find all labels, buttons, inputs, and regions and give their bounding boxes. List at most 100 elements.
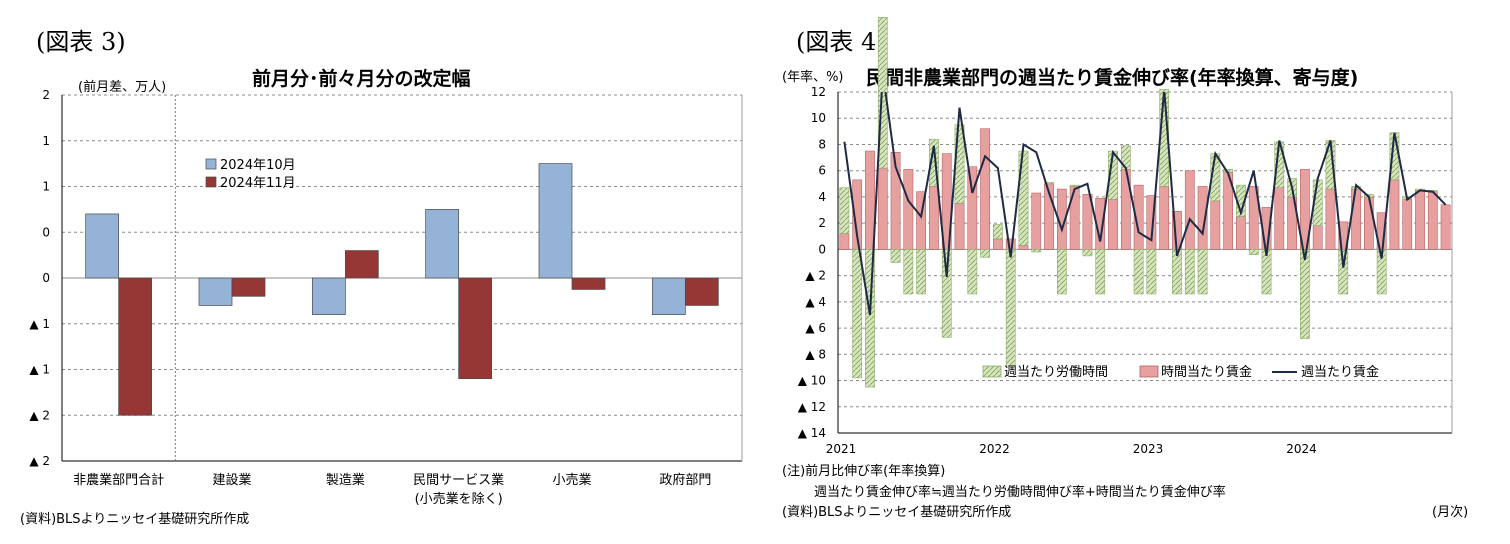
y-tick-label-4-10: ▲ 8 — [805, 347, 826, 361]
y-tick-label-3-8: ▲ 2 — [29, 454, 50, 468]
y-tick-label-4-13: ▲ 14 — [798, 426, 826, 440]
x-year-label-4-1: 2022 — [979, 442, 1010, 456]
x-year-label-4-2: 2023 — [1133, 442, 1164, 456]
y-tick-label-3-3: 0 — [42, 225, 50, 239]
bar-4-wage-45 — [1415, 190, 1425, 250]
bar-4-wage-38 — [1325, 188, 1336, 250]
figure3-label: (図表 3) — [36, 28, 126, 56]
bar-4-hours-10 — [967, 249, 978, 295]
bar-4-wage-7 — [929, 186, 939, 250]
bar-4-hours-7 — [929, 138, 939, 187]
legend-swatch-3-1 — [205, 176, 217, 188]
bar-3-s1-c3 — [458, 277, 493, 380]
bar-4-wage-27 — [1184, 170, 1195, 250]
legend-label-4-0: 週当たり労働時間 — [1004, 365, 1108, 380]
y-tick-label-4-6: 0 — [818, 242, 826, 256]
bar-3-s0-c3 — [425, 209, 460, 279]
y-tick-label-4-7: ▲ 2 — [805, 269, 826, 283]
bar-4-wage-37 — [1312, 225, 1323, 250]
bar-4-hours-32 — [1248, 249, 1259, 255]
bar-3-s1-c4 — [571, 277, 606, 290]
x-category-label-3-2: 製造業 — [326, 472, 365, 488]
bar-4-wage-10 — [967, 166, 978, 250]
bar-4-hours-22 — [1120, 145, 1131, 170]
y-tick-label-4-11: ▲ 10 — [798, 374, 826, 388]
bar-4-wage-9 — [954, 203, 965, 250]
bar-4-hours-4 — [890, 249, 901, 263]
bar-4-wage-5 — [903, 169, 914, 250]
x-category-label-3-3: 民間サービス業 — [413, 472, 504, 488]
bar-4-hours-39 — [1338, 249, 1349, 295]
legend-label-3-1: 2024年11月 — [220, 176, 296, 191]
x-category-sublabel-3-3: (小売業を除く) — [415, 491, 503, 507]
y-tick-label-4-1: 10 — [811, 111, 826, 125]
y-tick-label-4-8: ▲ 4 — [805, 295, 826, 309]
legend-swatch-4-1 — [1139, 365, 1159, 378]
bar-4-hours-33 — [1261, 249, 1272, 295]
bar-4-hours-17 — [1056, 249, 1067, 295]
bar-3-s1-c2 — [344, 250, 379, 279]
bar-4-wage-44 — [1402, 199, 1413, 250]
bar-3-s0-c4 — [538, 163, 573, 279]
bar-4-hours-1 — [852, 249, 863, 379]
bar-4-hours-24 — [1146, 249, 1157, 295]
bar-4-wage-3 — [877, 167, 888, 250]
figure3-title: 前月分･前々月分の改定幅 — [252, 68, 471, 90]
figure4-source: (資料)BLSよりニッセイ基礎研究所作成 — [782, 505, 1012, 520]
y-tick-label-3-1: 1 — [42, 134, 50, 148]
bar-4-hours-23 — [1133, 249, 1144, 295]
y-tick-label-3-5: ▲ 1 — [29, 317, 50, 331]
x-year-label-4-0: 2021 — [826, 442, 857, 456]
figure4-unit-label: (年率、%) — [782, 70, 844, 85]
bar-4-hours-8 — [941, 249, 952, 338]
bar-4-wage-14 — [1018, 245, 1029, 250]
bar-4-hours-6 — [916, 249, 927, 295]
x-category-label-3-0: 非農業部門合計 — [73, 472, 164, 488]
figure4-note-1: (注)前月比伸び率(年率換算) — [782, 464, 946, 479]
bar-4-wage-31 — [1236, 216, 1246, 250]
bar-3-s0-c0 — [85, 213, 120, 279]
bar-4-wage-47 — [1440, 204, 1451, 250]
bar-4-hours-36 — [1300, 249, 1310, 339]
bar-4-wage-29 — [1210, 200, 1221, 250]
bar-4-wage-15 — [1031, 192, 1042, 250]
bar-4-hours-9 — [954, 124, 965, 204]
bar-3-s0-c2 — [311, 277, 346, 315]
bar-4-hours-12 — [993, 224, 1003, 240]
line-4-weekly-wage — [843, 92, 1447, 316]
bar-4-hours-19 — [1082, 249, 1093, 257]
x-category-label-3-5: 政府部門 — [659, 473, 711, 488]
bar-4-hours-11 — [980, 249, 990, 258]
bar-4-hours-20 — [1095, 249, 1106, 295]
bar-4-wage-21 — [1108, 199, 1118, 250]
x-category-label-3-1: 建設業 — [212, 472, 251, 488]
y-tick-label-4-3: 6 — [818, 164, 826, 178]
bar-4-wage-2 — [865, 150, 875, 250]
y-tick-label-4-2: 8 — [818, 137, 826, 151]
bar-3-s1-c5 — [684, 277, 719, 306]
y-tick-label-3-6: ▲ 1 — [29, 363, 50, 377]
figure4-label: (図表 4) — [796, 28, 886, 56]
bar-4-wage-0 — [839, 233, 850, 250]
legend-swatch-4-0 — [982, 365, 1002, 378]
figure4-note-2: 週当たり賃金伸び率≒週当たり労働時間伸び率+時間当たり賃金伸び率 — [814, 485, 1226, 500]
bar-4-hours-0 — [839, 187, 850, 234]
x-category-label-3-4: 小売業 — [552, 472, 591, 488]
x-year-label-4-3: 2024 — [1286, 442, 1317, 456]
y-tick-label-4-5: 2 — [818, 216, 826, 230]
bar-4-wage-46 — [1427, 191, 1438, 250]
bar-4-hours-3 — [877, 16, 888, 169]
figure3-unit-label: (前月差、万人) — [78, 80, 167, 95]
legend-label-4-2: 週当たり賃金 — [1301, 364, 1379, 380]
bar-4-wage-18 — [1069, 186, 1080, 250]
y-tick-label-3-4: 0 — [42, 271, 50, 285]
figure4-title: 民間非農業部門の週当たり賃金伸び率(年率換算、寄与度) — [866, 67, 1359, 89]
bar-4-hours-5 — [903, 249, 914, 295]
bar-4-wage-11 — [980, 128, 990, 250]
bar-3-s1-c1 — [231, 277, 266, 297]
bar-4-hours-2 — [865, 249, 875, 388]
y-tick-label-4-12: ▲ 12 — [798, 400, 826, 414]
bar-4-hours-16 — [1044, 182, 1054, 185]
bar-4-hours-15 — [1031, 249, 1042, 253]
